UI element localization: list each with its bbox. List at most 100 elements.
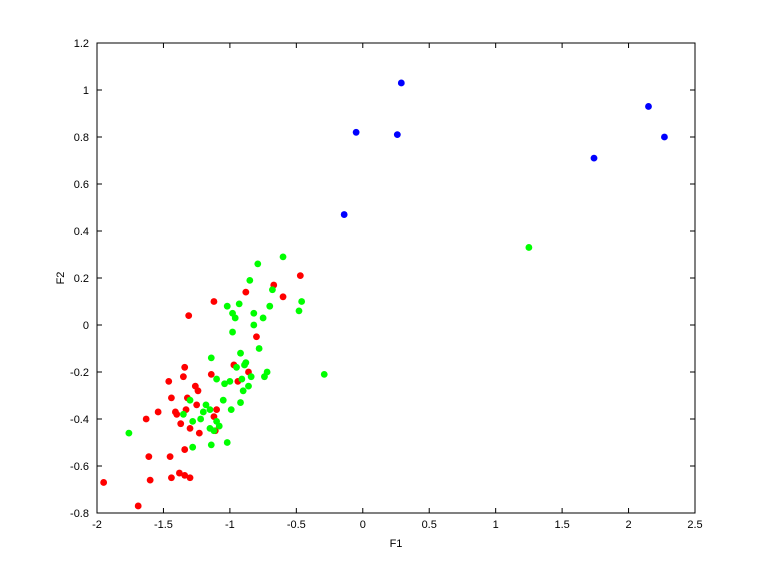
data-point [146,476,154,484]
y-tick-label: -0.6 [70,461,89,473]
y-tick-label: 0.8 [74,132,89,144]
x-tick-label: -1 [225,519,235,531]
data-point [179,410,187,418]
data-point [185,312,193,319]
data-point [175,469,183,477]
y-tick-label: 0.4 [74,226,89,238]
data-point [177,420,185,428]
data-point [253,333,260,341]
y-tick-label: -0.8 [70,508,89,520]
data-point [210,298,218,305]
data-point [259,314,267,322]
y-axis-label: F2 [55,272,67,285]
data-point [168,474,175,482]
x-tick-label: 1 [493,519,499,531]
x-tick-label: 0 [360,519,366,531]
data-point [179,373,187,381]
data-point [145,453,153,460]
y-tick-label: 0.2 [74,273,89,285]
data-point [393,131,401,139]
y-tick-label: 0 [83,320,89,332]
x-tick-label: 1.5 [554,519,569,531]
data-point [223,439,231,446]
data-point [186,396,194,404]
data-point [154,408,162,416]
data-point [340,211,348,218]
data-point [233,363,240,371]
data-point [295,307,303,315]
data-points [100,79,668,510]
data-point [237,349,244,357]
data-point [242,359,250,366]
data-point [134,502,142,510]
data-point [247,373,255,381]
data-point [173,410,181,418]
data-point [194,387,202,395]
data-point [239,387,247,395]
axis-ticks [96,42,696,514]
data-point [193,401,201,409]
data-point [645,103,652,110]
data-point [213,375,221,383]
data-point [254,260,262,268]
data-point [229,328,236,336]
data-point [352,128,360,136]
plot-area [96,42,696,514]
data-point [100,479,108,486]
x-tick-label: -1.5 [154,519,173,531]
data-point [166,453,174,460]
data-point [246,276,254,284]
x-axis-label: F1 [390,538,403,550]
data-point [202,401,210,409]
data-point [125,429,133,437]
data-point [226,378,234,385]
data-point [165,378,173,385]
data-point [245,382,252,390]
y-tick-label: 1 [83,85,89,97]
data-point [298,298,306,305]
data-point [250,321,258,329]
data-point [215,422,223,430]
data-point [250,309,258,317]
data-point [168,394,175,402]
data-point [189,417,197,425]
y-tick-label: -0.4 [70,414,89,426]
data-point [255,345,263,352]
data-point [186,425,194,432]
data-point [206,406,214,413]
data-point [213,406,221,413]
data-point [142,415,150,423]
data-point [189,443,197,451]
x-tick-label: 0.5 [422,519,437,531]
data-point [242,288,250,296]
data-point [269,286,276,294]
data-point [231,314,239,322]
data-point [661,133,668,141]
data-point [237,399,244,406]
data-point [397,79,405,87]
data-point [238,375,246,383]
data-point [235,300,243,308]
x-tick-label: -2 [92,519,102,531]
data-point [227,406,235,413]
data-point [181,472,189,479]
data-point [266,302,274,310]
x-tick-label: 2 [625,519,631,531]
x-tick-label: 2.5 [687,519,702,531]
data-point [207,441,215,449]
data-point [296,272,304,280]
data-point [263,368,271,376]
data-point [199,408,207,416]
data-point [181,363,189,371]
data-point [219,396,227,404]
data-point [221,380,228,388]
data-point [197,415,205,423]
data-point [210,427,218,435]
y-tick-label: 0.6 [74,179,89,191]
data-point [279,293,287,301]
data-point [320,370,328,378]
y-tick-label: 1.2 [74,38,89,50]
data-point [525,244,533,251]
data-point [186,474,194,482]
